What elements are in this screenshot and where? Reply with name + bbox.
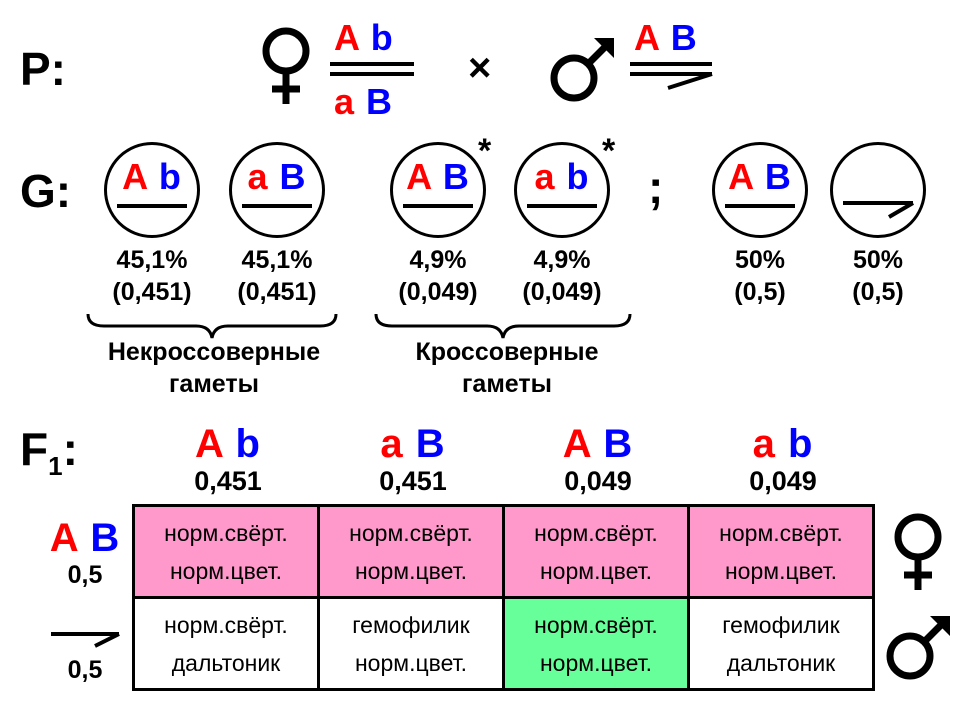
f1-column-header-2: a B 0,451 [379, 422, 447, 496]
gamete-2-frequency: 45,1% (0,451) [237, 246, 317, 306]
f1-label: F1: [20, 423, 78, 482]
f1-column-header-3: A B 0,049 [562, 422, 634, 496]
table-cell: норм.свёрт. норм.цвет. [132, 504, 320, 599]
table-cell-highlighted: норм.свёрт. норм.цвет. [502, 596, 690, 691]
f1-row-header-2: 0,5 [40, 614, 130, 685]
gametes-label: G: [20, 165, 72, 217]
table-cell: норм.свёрт. дальтоник [132, 596, 320, 691]
table-row-female: норм.свёрт. норм.цвет. норм.свёрт. норм.цв… [132, 504, 875, 599]
female-symbol-icon [262, 27, 310, 104]
gamete-circle-3: A B [390, 142, 486, 238]
gamete-circle-5: A B [712, 142, 808, 238]
gamete-4-frequency: 4,9% (0,049) [522, 246, 602, 306]
cross-symbol: × [468, 46, 492, 90]
female-double-bar [330, 62, 414, 66]
parents-label: P: [20, 43, 66, 95]
f1-row-header-1: A B 0,5 [49, 516, 121, 589]
gamete-separator: ; [648, 161, 664, 213]
gamete-5-frequency: 50% (0,5) [734, 246, 786, 306]
female-genotype-top: A b [334, 17, 394, 58]
noncrossover-brace [86, 313, 338, 339]
crossover-label: Кроссоверные гаметы [415, 338, 599, 398]
male-y-chromosome-bar [630, 62, 713, 90]
f1-punnett-table: норм.свёрт. норм.цвет. норм.свёрт. норм.цв… [132, 504, 875, 691]
male-row-symbol-icon [886, 616, 950, 680]
female-double-bar-2 [330, 72, 414, 76]
gamete-3-frequency: 4,9% (0,049) [398, 246, 478, 306]
female-row-symbol-icon [894, 513, 942, 590]
table-cell: гемофилик дальтоник [687, 596, 875, 691]
f1-column-header-4: a b 0,049 [749, 422, 817, 496]
gamete-6-frequency: 50% (0,5) [852, 246, 904, 306]
gamete-circle-6-y [830, 142, 926, 238]
gamete-circle-4: a b [514, 142, 610, 238]
y-chromosome-icon [51, 632, 120, 648]
gamete-1-frequency: 45,1% (0,451) [112, 246, 192, 306]
crossover-brace [374, 313, 632, 339]
gamete-circle-2: a B [229, 142, 325, 238]
crossover-asterisk-1: * [478, 132, 492, 170]
crossover-asterisk-2: * [602, 132, 616, 170]
table-cell: норм.свёрт. норм.цвет. [502, 504, 690, 599]
table-cell: норм.свёрт. норм.цвет. [317, 504, 505, 599]
male-symbol-icon [550, 38, 614, 102]
table-row-male: норм.свёрт. дальтоник гемофилик норм.цвет.… [132, 596, 875, 691]
male-genotype-top: A B [634, 17, 698, 58]
table-cell: гемофилик норм.цвет. [317, 596, 505, 691]
female-genotype-bottom: a B [334, 81, 394, 122]
f1-column-header-1: A b 0,451 [194, 422, 262, 496]
table-cell: норм.свёрт. норм.цвет. [687, 504, 875, 599]
noncrossover-label: Некроссоверные гаметы [107, 338, 321, 398]
gamete-circle-1: A b [104, 142, 200, 238]
